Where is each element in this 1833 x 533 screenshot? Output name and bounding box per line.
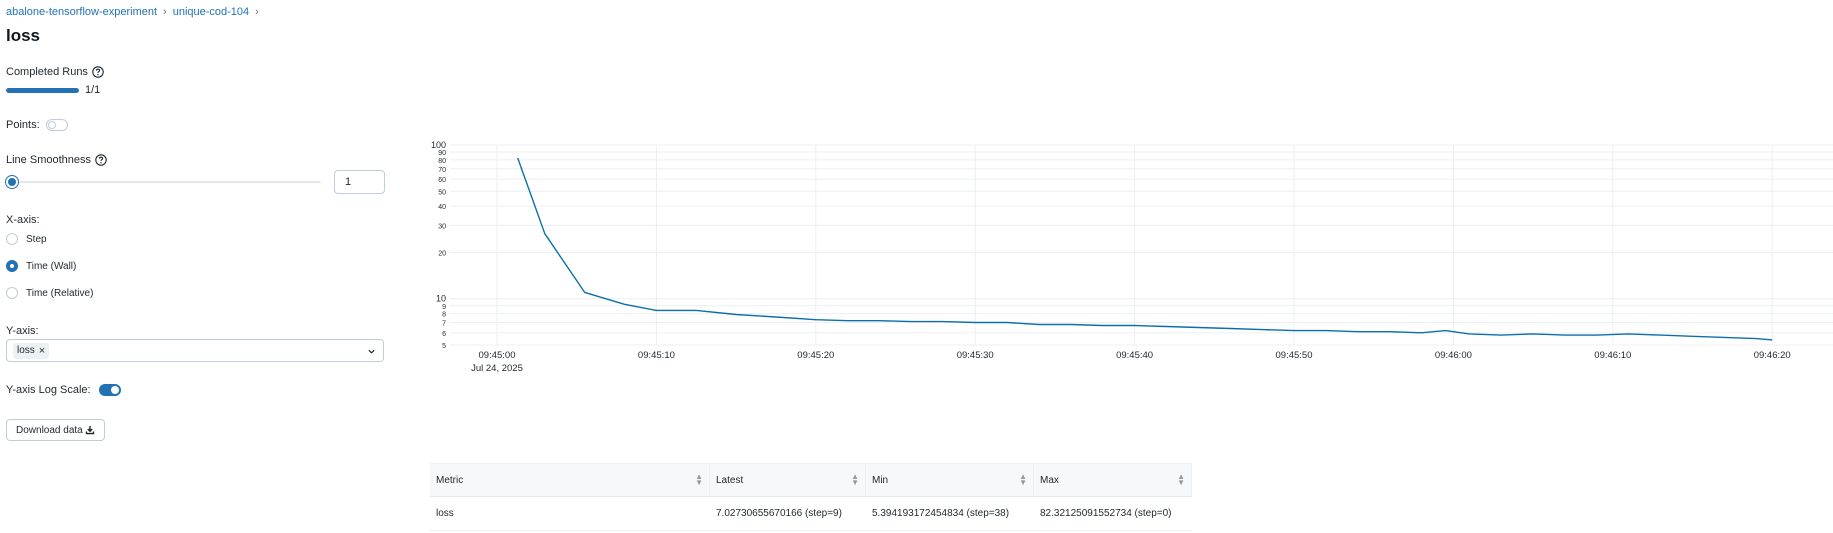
- cell-latest: 7.02730655670166 (step=9): [716, 508, 842, 519]
- y-tick-label: 9: [442, 304, 446, 311]
- line-smoothness-input[interactable]: [334, 170, 385, 194]
- points-toggle[interactable]: [45, 119, 68, 131]
- cell-max: 82.32125091552734 (step=0): [1040, 508, 1172, 519]
- x-date-label: Jul 24, 2025: [471, 363, 523, 374]
- x-axis-option-time-relative[interactable]: Time (Relative): [6, 287, 93, 299]
- y-tick-label: 60: [438, 177, 446, 184]
- header-label: Min: [872, 474, 889, 486]
- radio-time-relative[interactable]: [6, 287, 18, 299]
- y-tick-label: 100: [431, 140, 446, 150]
- line-smoothness-slider[interactable]: [6, 175, 321, 189]
- x-axis-option-step[interactable]: Step: [6, 233, 47, 245]
- toggle-knob: [47, 121, 56, 129]
- tag-label: loss: [17, 345, 35, 356]
- completed-runs-value: 1/1: [85, 84, 101, 96]
- line-smoothness-label-row: Line Smoothness: [6, 154, 107, 166]
- cell-min: 5.394193172454834 (step=38): [872, 508, 1010, 519]
- metrics-table: Metric ▲ ▼ Latest ▲ ▼ Min ▲ ▼ Max ▲ ▼ loss 7.027…: [430, 463, 1192, 531]
- breadcrumb-separator: ›: [255, 6, 259, 18]
- column-header-metric[interactable]: Metric ▲ ▼: [430, 464, 710, 496]
- page-title: loss: [6, 26, 41, 45]
- chevron-down-icon: [368, 349, 375, 354]
- x-tick-label: 09:46:00: [1435, 350, 1472, 361]
- header-label: Latest: [716, 474, 744, 486]
- x-axis-label: X-axis:: [6, 214, 40, 226]
- table-header: Metric ▲ ▼ Latest ▲ ▼ Min ▲ ▼ Max ▲ ▼: [430, 463, 1192, 497]
- line-smoothness-label: Line Smoothness: [6, 154, 91, 166]
- x-tick-label: 09:45:50: [1276, 350, 1313, 361]
- progress-track: [6, 87, 79, 93]
- y-axis-log-scale-row: Y-axis Log Scale:: [6, 384, 121, 396]
- y-axis-label: Y-axis:: [6, 325, 39, 337]
- header-label: Max: [1040, 474, 1059, 486]
- y-tick-label: 90: [438, 150, 446, 157]
- sort-icon: ▲ ▼: [1177, 472, 1185, 487]
- sort-icon: ▲ ▼: [695, 472, 703, 487]
- radio-label-time-relative: Time (Relative): [26, 287, 94, 299]
- y-axis-selected-tag: loss ×: [13, 342, 50, 359]
- column-header-latest[interactable]: Latest ▲ ▼: [710, 464, 866, 496]
- x-axis-option-time-wall[interactable]: Time (Wall): [6, 260, 76, 272]
- y-axis-select[interactable]: loss ×: [6, 339, 384, 362]
- cell-metric: loss: [436, 508, 454, 519]
- table-row: loss 7.02730655670166 (step=9) 5.3941931…: [430, 497, 1192, 531]
- y-tick-label: 10: [436, 294, 446, 304]
- download-data-button[interactable]: Download data: [6, 419, 105, 441]
- sort-icon: ▲ ▼: [1019, 472, 1027, 487]
- question-circle-icon[interactable]: [92, 66, 104, 78]
- y-tick-label: 6: [442, 331, 446, 338]
- x-tick-label: 09:46:20: [1754, 350, 1791, 361]
- y-axis-log-scale-label: Y-axis Log Scale:: [6, 384, 91, 396]
- breadcrumb-separator: ›: [163, 6, 167, 18]
- header-label: Metric: [436, 474, 464, 486]
- column-header-max[interactable]: Max ▲ ▼: [1034, 464, 1192, 496]
- y-tick-label: 8: [442, 312, 446, 319]
- radio-label-time-wall: Time (Wall): [26, 260, 77, 272]
- completed-runs-progress: 1/1: [6, 84, 100, 96]
- column-header-min[interactable]: Min ▲ ▼: [866, 464, 1034, 496]
- x-tick-label: 09:45:30: [957, 350, 994, 361]
- slider-thumb[interactable]: [6, 176, 18, 188]
- x-tick-label: 09:45:20: [797, 350, 834, 361]
- sort-icon: ▲ ▼: [851, 472, 859, 487]
- y-axis-log-scale-toggle[interactable]: [98, 384, 121, 396]
- y-tick-label: 40: [438, 204, 446, 211]
- x-tick-label: 09:46:10: [1594, 350, 1631, 361]
- download-data-label: Download data: [16, 424, 83, 436]
- progress-fill: [6, 87, 79, 93]
- y-tick-label: 70: [438, 167, 446, 174]
- tag-remove-icon[interactable]: ×: [38, 344, 46, 357]
- radio-time-wall[interactable]: [6, 260, 18, 272]
- question-circle-icon[interactable]: [95, 154, 107, 166]
- x-tick-label: 09:45:10: [638, 350, 675, 361]
- y-tick-label: 80: [438, 158, 446, 165]
- radio-label-step: Step: [26, 233, 47, 245]
- loss-series-line: [517, 157, 1773, 341]
- breadcrumb-run-link[interactable]: unique-cod-104: [172, 6, 250, 18]
- y-tick-label: 7: [442, 321, 446, 328]
- x-tick-label: 09:45:40: [1116, 350, 1153, 361]
- completed-runs-label-row: Completed Runs: [6, 66, 104, 78]
- toggle-knob: [110, 386, 119, 394]
- download-icon: [85, 426, 94, 435]
- y-tick-label: 20: [438, 250, 446, 257]
- points-row: Points:: [6, 119, 68, 131]
- x-tick-label: 09:45:00: [479, 350, 516, 361]
- points-label: Points:: [6, 119, 40, 131]
- breadcrumb: abalone-tensorflow-experiment › unique-c…: [6, 6, 259, 18]
- completed-runs-label: Completed Runs: [6, 66, 88, 78]
- y-tick-label: 5: [442, 343, 446, 350]
- breadcrumb-experiment-link[interactable]: abalone-tensorflow-experiment: [6, 6, 158, 18]
- radio-step[interactable]: [6, 233, 18, 245]
- slider-rail: [6, 181, 321, 183]
- y-tick-label: 50: [438, 189, 446, 196]
- y-tick-label: 30: [438, 223, 446, 230]
